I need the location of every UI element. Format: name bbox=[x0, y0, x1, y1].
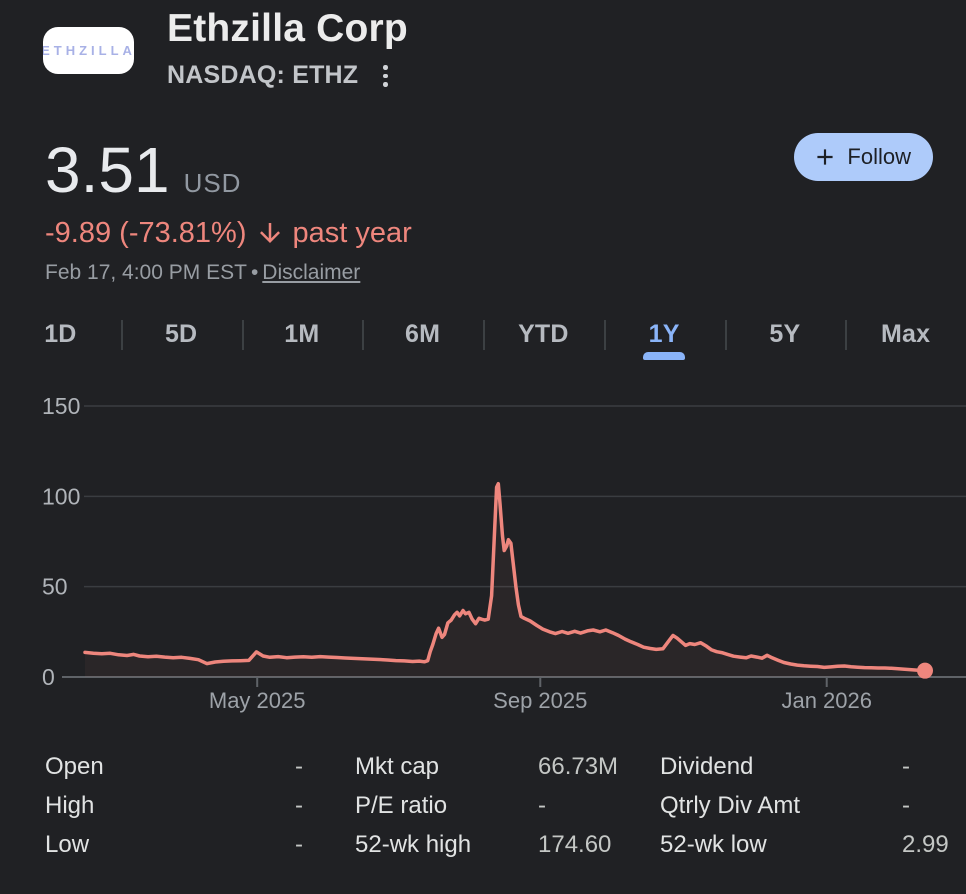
stat-high-value: - bbox=[295, 791, 303, 819]
stat-52wklow-label: 52-wk low bbox=[660, 830, 767, 858]
price-chart-svg: 0 50 100 150 May 2025 Sep 2025 Jan 2026 bbox=[42, 393, 966, 713]
price-chart[interactable]: 0 50 100 150 May 2025 Sep 2025 Jan 2026 bbox=[0, 375, 966, 715]
svg-text:100: 100 bbox=[42, 483, 80, 509]
svg-text:Jan 2026: Jan 2026 bbox=[781, 688, 872, 713]
header: ETHZILLA Ethzilla Corp NASDAQ: ETHZ bbox=[0, 0, 966, 91]
svg-text:50: 50 bbox=[42, 573, 68, 599]
follow-button-label: Follow bbox=[847, 144, 911, 169]
stat-low-label: Low bbox=[45, 830, 90, 858]
svg-text:May 2025: May 2025 bbox=[209, 688, 306, 713]
follow-button[interactable]: Follow bbox=[794, 133, 933, 181]
tab-1y[interactable]: 1Y bbox=[604, 310, 725, 360]
stat-qtrlydiv-value: - bbox=[902, 791, 910, 819]
tab-ytd[interactable]: YTD bbox=[483, 310, 604, 360]
stat-open-value: - bbox=[295, 752, 303, 780]
timestamp-row: Feb 17, 4:00 PM EST • Disclaimer bbox=[45, 260, 966, 286]
stat-52wkhigh-label: 52-wk high bbox=[355, 830, 472, 858]
tab-5y[interactable]: 5Y bbox=[725, 310, 846, 360]
page-title: Ethzilla Corp bbox=[167, 7, 408, 50]
tab-1d[interactable]: 1D bbox=[44, 320, 77, 348]
stat-pe-value: - bbox=[538, 791, 546, 819]
stock-price: 3.51 bbox=[45, 133, 170, 206]
tab-6m[interactable]: 6M bbox=[362, 310, 483, 360]
plus-icon bbox=[812, 144, 838, 170]
currency-label: USD bbox=[183, 167, 242, 198]
change-period: past year bbox=[292, 216, 412, 249]
stat-52wkhigh-value: 174.60 bbox=[538, 830, 612, 858]
price-section: 3.51 USD -9.89 (-73.81%) past year Feb 1… bbox=[0, 132, 966, 286]
more-options-button[interactable] bbox=[377, 61, 394, 91]
stat-open-label: Open bbox=[45, 752, 104, 780]
tab-max[interactable]: Max bbox=[845, 310, 966, 360]
svg-text:0: 0 bbox=[42, 664, 55, 690]
title-block: Ethzilla Corp NASDAQ: ETHZ bbox=[167, 4, 408, 91]
stat-qtrlydiv-label: Qtrly Div Amt bbox=[660, 791, 801, 819]
stat-mktcap-value: 66.73M bbox=[538, 752, 619, 780]
tab-1m[interactable]: 1M bbox=[242, 310, 363, 360]
disclaimer-link[interactable]: Disclaimer bbox=[262, 260, 361, 284]
stat-dividend-label: Dividend bbox=[660, 752, 754, 780]
company-logo: ETHZILLA bbox=[43, 27, 134, 74]
tab-5d[interactable]: 5D bbox=[121, 310, 242, 360]
price-change: -9.89 (-73.81%) bbox=[45, 216, 247, 249]
company-logo-text: ETHZILLA bbox=[43, 43, 134, 58]
svg-text:150: 150 bbox=[42, 393, 80, 419]
bullet-separator: • bbox=[250, 260, 259, 284]
stat-low-value: - bbox=[295, 830, 303, 858]
stats-table: Open - Mkt cap 66.73M Dividend - High - … bbox=[45, 747, 966, 864]
time-range-tabs: 1D 5D 1M 6M YTD 1Y 5Y Max bbox=[0, 310, 966, 360]
stat-mktcap-label: Mkt cap bbox=[355, 752, 440, 780]
stat-dividend-value: - bbox=[902, 752, 910, 780]
more-options-icon bbox=[383, 65, 388, 70]
quote-timestamp: Feb 17, 4:00 PM EST bbox=[45, 260, 247, 284]
arrow-down-icon bbox=[255, 218, 285, 248]
stat-pe-label: P/E ratio bbox=[355, 791, 448, 819]
price-change-row: -9.89 (-73.81%) past year bbox=[45, 215, 966, 251]
stat-52wklow-value: 2.99 bbox=[902, 830, 949, 858]
svg-text:Sep 2025: Sep 2025 bbox=[493, 688, 587, 713]
stat-high-label: High bbox=[45, 791, 95, 819]
ticker-label: NASDAQ: ETHZ bbox=[167, 61, 359, 90]
